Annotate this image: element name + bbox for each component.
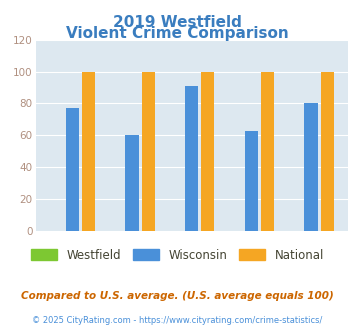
Bar <box>185 86 198 231</box>
Bar <box>66 108 79 231</box>
Legend: Westfield, Wisconsin, National: Westfield, Wisconsin, National <box>26 244 329 266</box>
Text: © 2025 CityRating.com - https://www.cityrating.com/crime-statistics/: © 2025 CityRating.com - https://www.city… <box>32 316 323 325</box>
Bar <box>245 131 258 231</box>
Text: Violent Crime Comparison: Violent Crime Comparison <box>66 26 289 41</box>
Bar <box>261 72 274 231</box>
Bar <box>201 72 214 231</box>
Text: Compared to U.S. average. (U.S. average equals 100): Compared to U.S. average. (U.S. average … <box>21 291 334 301</box>
Bar <box>321 72 334 231</box>
Bar <box>142 72 155 231</box>
Bar <box>125 135 138 231</box>
Bar <box>305 103 318 231</box>
Bar <box>82 72 95 231</box>
Text: 2019 Westfield: 2019 Westfield <box>113 15 242 30</box>
